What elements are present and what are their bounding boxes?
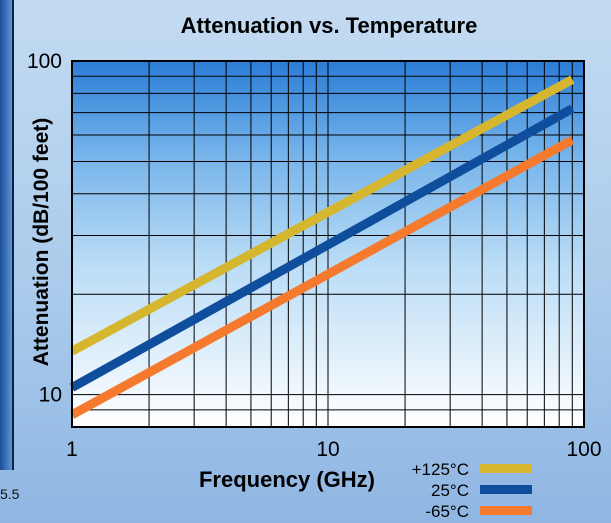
series-line (69, 104, 575, 392)
legend-swatch (480, 506, 532, 515)
legend-swatch (480, 485, 532, 494)
legend-label: 25°C (431, 481, 469, 500)
series-lines (69, 75, 575, 419)
y-tick-labels: 10 100 (27, 50, 62, 407)
x-tick-label: 10 (316, 438, 339, 461)
series-line (69, 75, 575, 356)
adjacent-chart-tick-label: 5.5 (0, 486, 20, 502)
y-tick-label: 100 (27, 50, 62, 73)
x-tick-label: 100 (566, 438, 601, 461)
x-axis-title: Frequency (GHz) (199, 467, 375, 492)
x-tick-labels: 1 10 100 (66, 438, 601, 461)
plot-area (69, 60, 585, 428)
plot-frame (71, 60, 585, 428)
chart-title: Attenuation vs. Temperature (181, 13, 478, 38)
legend-swatch (480, 464, 532, 473)
y-tick-label: 10 (39, 384, 62, 407)
adjacent-chart-strip (0, 0, 14, 470)
legend-label: +125°C (412, 460, 469, 479)
legend: +125°C 25°C -65°C (412, 460, 532, 521)
y-axis-title: Attenuation (dB/100 feet) (30, 118, 53, 367)
legend-label: -65°C (425, 502, 469, 521)
series-line (69, 135, 575, 419)
x-tick-label: 1 (66, 438, 78, 461)
